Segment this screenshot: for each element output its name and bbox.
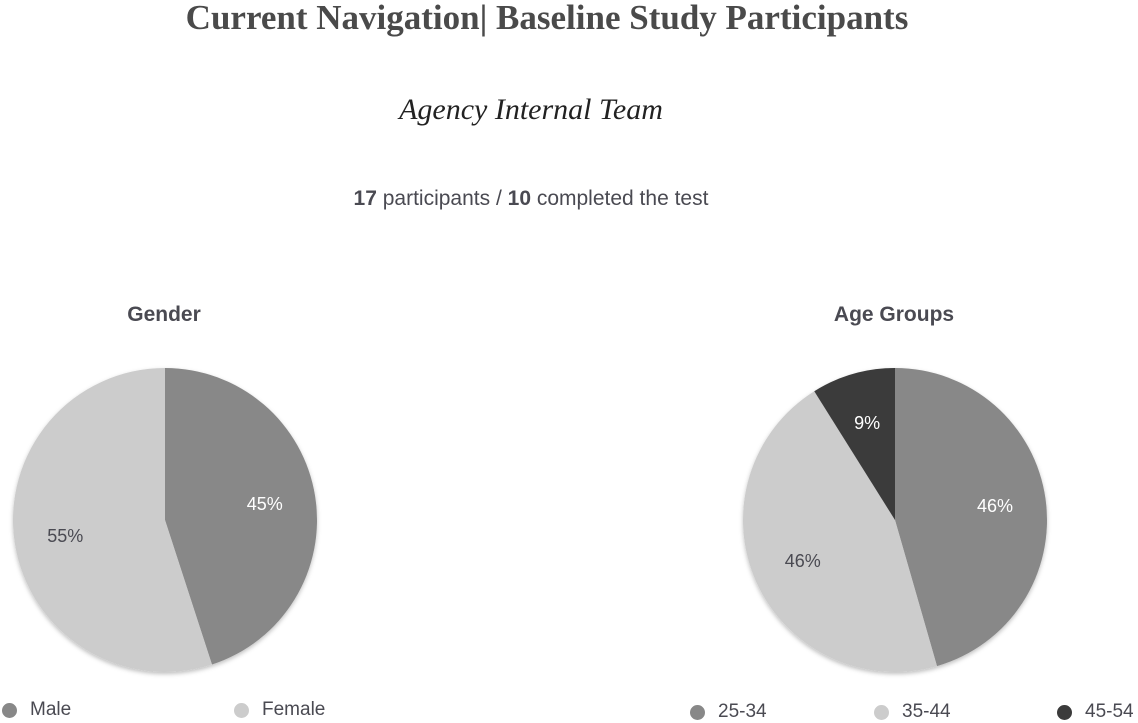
gender-slice-male <box>165 368 317 665</box>
gender-legend-item-male: Male <box>2 699 71 721</box>
gender-legend-swatch-female <box>234 702 249 718</box>
age-groups-slice-45-54 <box>814 368 895 520</box>
age-groups-pie-chart: 46% 46% 9% <box>743 368 1047 672</box>
completed-text: completed the test <box>531 187 709 210</box>
age-groups-legend-item-25-34: 25-34 <box>690 701 767 723</box>
age-groups-legend-swatch-35-44 <box>874 704 889 720</box>
age-groups-slice-label-25-34: 46% <box>977 496 1013 516</box>
age-groups-slice-label-45-54: 9% <box>854 413 880 433</box>
age-groups-legend-item-35-44: 35-44 <box>874 701 951 723</box>
gender-legend-swatch-male <box>2 702 17 718</box>
gender-legend-item-female: Female <box>234 699 325 721</box>
participants-text: participants / <box>376 187 508 210</box>
participants-summary: 17 participants / 10 completed the test <box>0 186 1062 212</box>
age-groups-slices <box>743 368 1047 672</box>
gender-slice-female <box>12 368 212 672</box>
page-title: Current Navigation| Baseline Study Parti… <box>185 0 909 37</box>
age-groups-slice-label-35-44: 46% <box>785 551 821 571</box>
gender-legend-label-male: Male <box>30 699 72 720</box>
completed-count: 10 <box>507 187 531 210</box>
age-groups-slice-35-44 <box>743 391 937 672</box>
age-groups-slice-25-34 <box>895 368 1047 667</box>
gender-slice-label-male: 45% <box>247 494 283 514</box>
gender-legend-label-female: Female <box>262 699 326 720</box>
gender-slices <box>12 368 317 672</box>
gender-slice-label-female: 55% <box>47 526 83 546</box>
participants-count: 17 <box>353 187 377 210</box>
age-groups-legend-label-45-54: 45-54 <box>1085 701 1134 722</box>
age-groups-legend-label-25-34: 25-34 <box>718 701 767 722</box>
page-subtitle: Agency Internal Team <box>399 93 663 126</box>
age-groups-legend-item-45-54: 45-54 <box>1057 701 1134 723</box>
age-groups-legend-label-35-44: 35-44 <box>902 701 951 722</box>
age-groups-chart-title: Age Groups <box>833 303 955 326</box>
age-groups-legend-swatch-25-34 <box>690 704 705 720</box>
age-groups-legend-swatch-45-54 <box>1057 704 1072 720</box>
gender-chart-title: Gender <box>127 303 201 326</box>
gender-pie-chart: 45% 55% <box>12 368 317 672</box>
